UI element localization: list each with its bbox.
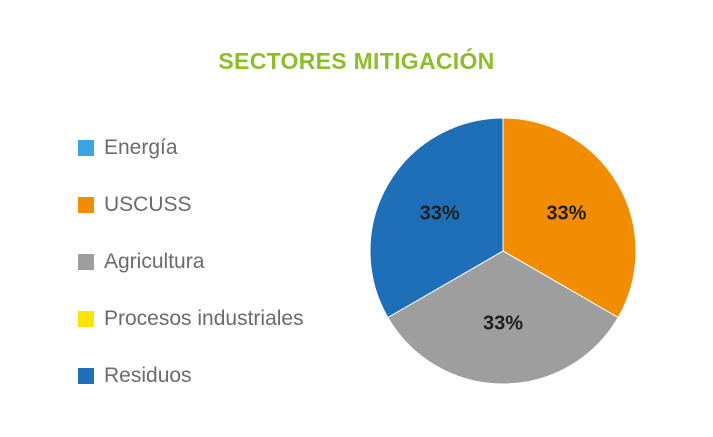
- pie-slice: [502, 117, 637, 319]
- legend-swatch: [78, 310, 94, 327]
- legend-swatch: [78, 253, 94, 270]
- legend-label: USCUSS: [104, 192, 192, 216]
- legend-item: Procesos industriales: [78, 290, 304, 347]
- legend-swatch: [78, 196, 94, 213]
- legend-item: Energía: [78, 119, 304, 176]
- legend-swatch: [78, 139, 94, 156]
- chart-title: SECTORES MITIGACIÓN: [218, 48, 495, 74]
- legend-item: Agricultura: [78, 233, 304, 290]
- slice-data-label: 33%: [546, 203, 586, 225]
- slice-data-label: 33%: [420, 203, 460, 225]
- legend-label: Energía: [104, 135, 178, 159]
- legend-swatch: [78, 367, 94, 384]
- legend: Energía USCUSS Agricultura Procesos industr…: [78, 119, 304, 404]
- legend-label: Residuos: [104, 363, 192, 387]
- legend-label: Procesos industriales: [104, 306, 304, 330]
- legend-label: Agricultura: [104, 249, 205, 273]
- legend-item: Residuos: [78, 347, 304, 404]
- legend-item: USCUSS: [78, 176, 304, 233]
- slice-data-label: 33%: [483, 312, 523, 334]
- pie-slice: [369, 117, 504, 319]
- pie-slice: [387, 250, 619, 385]
